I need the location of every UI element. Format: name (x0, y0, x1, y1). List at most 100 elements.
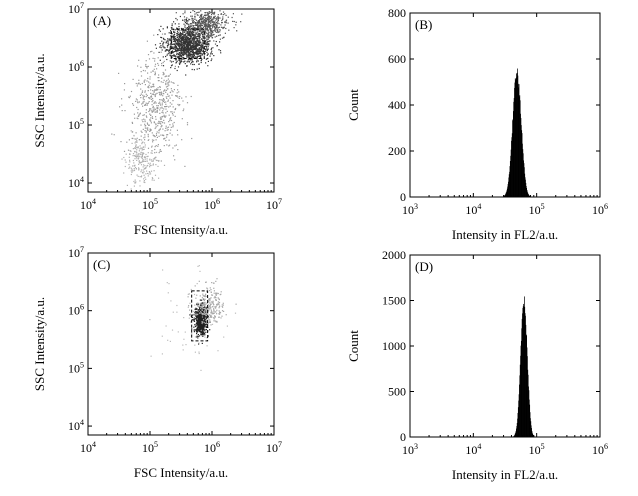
scatter-point (182, 40, 184, 42)
scatter-point (214, 320, 216, 322)
scatter-point (168, 139, 170, 141)
scatter-point (119, 106, 121, 108)
scatter-point (202, 31, 204, 33)
scatter-point (157, 105, 159, 107)
scatter-point (211, 14, 213, 16)
histogram-bar (515, 432, 516, 437)
scatter-point (135, 154, 137, 156)
scatter-point (176, 56, 179, 58)
scatter-point (194, 35, 196, 37)
scatter-point (201, 310, 204, 312)
scatter-point (209, 302, 211, 304)
scatter-point (186, 32, 188, 34)
scatter-point (216, 26, 218, 28)
scatter-point (202, 330, 204, 332)
scatter-point (198, 322, 201, 324)
scatter-point (159, 109, 161, 111)
scatter-point (198, 306, 200, 308)
scatter-point (196, 56, 198, 58)
scatter-point (178, 38, 180, 40)
scatter-point (190, 22, 192, 25)
scatter-point (205, 37, 207, 39)
scatter-point (197, 41, 199, 43)
scatter-point (190, 54, 192, 56)
scatter-point (241, 13, 243, 15)
scatter-point (149, 76, 151, 78)
scatter-point (169, 60, 171, 62)
scatter-point (199, 321, 201, 323)
scatter-point (136, 159, 138, 161)
scatter-point (190, 37, 192, 39)
scatter-point (187, 36, 189, 38)
scatter-point (166, 134, 168, 136)
scatter-point (152, 99, 154, 102)
scatter-point (191, 68, 193, 71)
scatter-point (206, 41, 209, 43)
scatter-point (208, 298, 210, 300)
scatter-point (123, 89, 125, 91)
scatter-point (173, 121, 175, 124)
scatter-point (180, 47, 182, 49)
scatter-point (142, 153, 144, 156)
scatter-point (197, 22, 199, 24)
scatter-point (200, 29, 202, 31)
histogram-bar (529, 412, 531, 437)
scatter-point (187, 20, 189, 22)
scatter-point (197, 336, 199, 338)
scatter-point (185, 18, 187, 20)
scatter-point (172, 47, 174, 49)
histogram-bar (513, 111, 514, 197)
histogram-bar (532, 432, 533, 437)
scatter-point (170, 81, 172, 83)
scatter-point (135, 100, 137, 102)
scatter-point (207, 304, 209, 306)
scatter-point (150, 92, 152, 94)
scatter-point (192, 27, 194, 29)
scatter-point (185, 44, 187, 47)
scatter-point (203, 319, 205, 321)
scatter-point (220, 52, 222, 54)
scatter-point (199, 312, 201, 314)
scatter-point (194, 13, 196, 15)
scatter-point (183, 108, 185, 110)
scatter-point (201, 325, 204, 327)
scatter-point (214, 311, 216, 313)
scatter-point (154, 94, 156, 96)
scatter-point (199, 315, 202, 317)
y-axis-title: Count (346, 89, 361, 121)
scatter-point (213, 297, 215, 299)
scatter-point (159, 149, 161, 151)
scatter-point (201, 331, 203, 333)
scatter-point (147, 86, 149, 88)
scatter-point (198, 36, 201, 38)
scatter-point (211, 282, 213, 284)
scatter-point (161, 64, 163, 67)
scatter-point (192, 63, 194, 66)
scatter-point (131, 168, 133, 170)
scatter-point (136, 85, 138, 87)
scatter-point (132, 155, 134, 157)
scatter-point (195, 32, 197, 34)
scatter-point (189, 25, 191, 27)
scatter-point (193, 41, 195, 43)
scatter-point (207, 335, 209, 337)
scatter-point (158, 152, 160, 154)
scatter-point (201, 32, 203, 34)
scatter-point (200, 56, 202, 58)
scatter-point (201, 342, 203, 344)
scatter-point (134, 142, 136, 144)
scatter-point (220, 13, 222, 15)
scatter-point (184, 47, 186, 49)
scatter-point (141, 154, 143, 157)
scatter-point (199, 310, 201, 312)
scatter-point (201, 50, 203, 52)
scatter-point (209, 21, 211, 23)
scatter-point (166, 110, 168, 112)
scatter-point (201, 297, 203, 299)
scatter-point (176, 53, 178, 55)
scatter-point (169, 102, 171, 104)
scatter-point (149, 98, 151, 100)
scatter-point (154, 89, 156, 91)
histogram-bar (516, 422, 518, 437)
scatter-point (170, 39, 172, 41)
